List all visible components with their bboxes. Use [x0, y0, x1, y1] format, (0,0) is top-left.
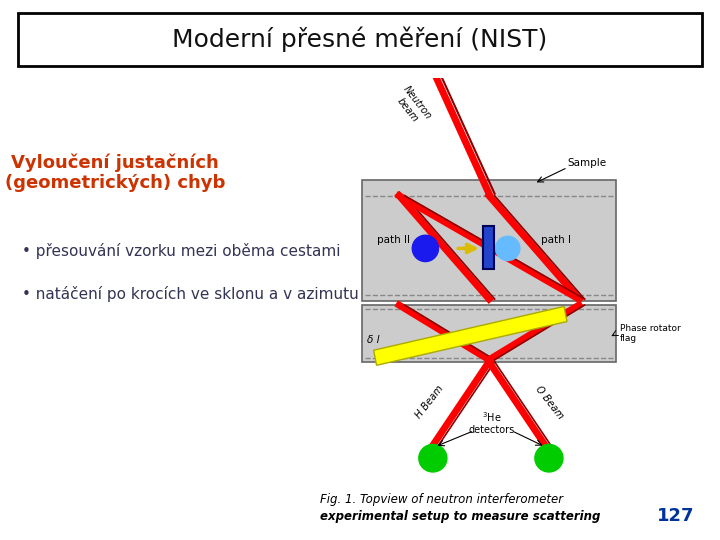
Text: H Beam: H Beam — [413, 384, 445, 421]
Text: Sample: Sample — [567, 158, 607, 168]
Text: δ l: δ l — [367, 334, 380, 345]
Bar — [374, 307, 567, 365]
Ellipse shape — [535, 444, 563, 472]
Text: $^3$He
detectors: $^3$He detectors — [469, 410, 515, 435]
Text: experimental setup to measure scattering: experimental setup to measure scattering — [320, 510, 600, 523]
Text: path II: path II — [377, 235, 410, 245]
Bar — [483, 226, 494, 268]
Ellipse shape — [419, 444, 447, 472]
Bar — [361, 179, 616, 301]
Text: Fig. 1. Topview of neutron interferometer: Fig. 1. Topview of neutron interferomete… — [320, 493, 564, 506]
Text: path I: path I — [541, 235, 572, 245]
FancyBboxPatch shape — [18, 13, 702, 66]
Ellipse shape — [495, 237, 520, 260]
Text: Moderní přesné měření (NIST): Moderní přesné měření (NIST) — [172, 26, 548, 52]
Bar — [361, 305, 616, 362]
Text: O Beam: O Beam — [533, 384, 565, 421]
Text: Vyloučení justačních
(geometrických) chyb: Vyloučení justačních (geometrických) chy… — [5, 153, 225, 192]
Text: • přesouvání vzorku mezi oběma cestami: • přesouvání vzorku mezi oběma cestami — [22, 243, 340, 259]
Ellipse shape — [413, 235, 438, 261]
Text: Phase rotator
flag: Phase rotator flag — [620, 324, 681, 343]
Text: Neutron
beam: Neutron beam — [392, 84, 433, 129]
Text: • natáčení po krocích ve sklonu a v azimutu: • natáčení po krocích ve sklonu a v azim… — [22, 286, 359, 302]
Text: 127: 127 — [657, 507, 695, 525]
